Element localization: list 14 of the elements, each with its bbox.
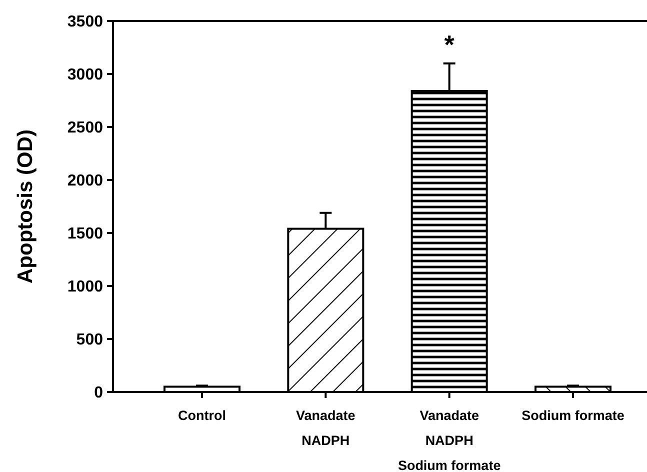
y-tick-label: 2000: [67, 172, 104, 190]
y-tick-label: 500: [76, 332, 104, 349]
y-tick-label: 3500: [67, 14, 104, 31]
y-tick-label: 1500: [67, 226, 104, 243]
annotation: *: [444, 29, 456, 60]
x-tick-label: Sodium formate: [522, 408, 625, 423]
y-tick-label: 3000: [67, 66, 104, 84]
y-tick-label: 2500: [67, 120, 104, 137]
y-tick-label: 0: [94, 384, 104, 402]
y-tick-label: 1000: [67, 278, 104, 296]
x-tick-label: Vanadate NADPH Sodium formate: [398, 408, 502, 472]
y-axis-title: Apoptosis (OD): [14, 130, 37, 284]
x-tick-label: Control: [178, 408, 226, 423]
x-tick-label: Vanadate NADPH: [296, 408, 356, 448]
